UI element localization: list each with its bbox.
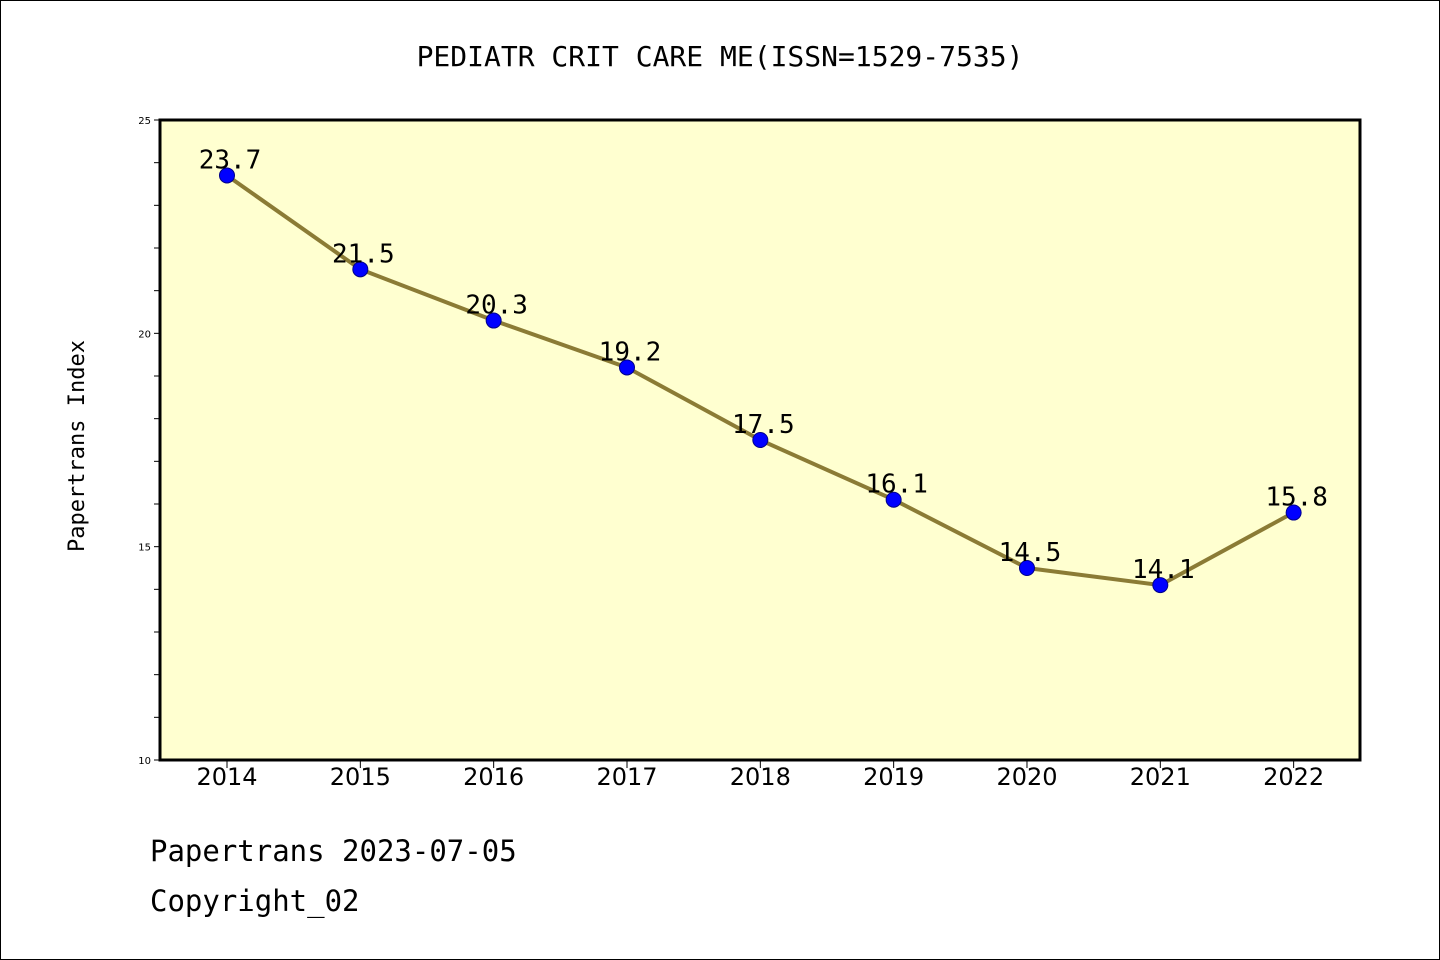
data-point	[752, 432, 769, 448]
x-tick-label: 2020	[996, 763, 1057, 791]
x-tick-label: 2015	[330, 763, 391, 791]
data-point	[1152, 577, 1169, 594]
footer-copyright: Copyright_02	[150, 884, 360, 918]
y-axis-ticks: 10 15 20 25	[138, 116, 160, 767]
data-point	[352, 261, 369, 278]
x-tick-label: 2018	[730, 763, 791, 791]
y-tick-label: 15	[138, 543, 151, 554]
data-point	[219, 167, 235, 184]
x-axis-ticks: 2014 2015 2016 2017 2018 2019 2020 2021 2022	[196, 760, 1324, 791]
data-point	[618, 359, 635, 376]
data-label: 20.3	[465, 291, 528, 321]
y-tick-label: 20	[138, 329, 151, 340]
data-point	[1285, 504, 1302, 521]
y-axis-label: Papertrans Index	[65, 340, 90, 552]
y-tick-label: 10	[138, 756, 151, 767]
data-label: 23.7	[199, 145, 262, 175]
data-label: 19.2	[599, 337, 662, 367]
x-tick-label: 2017	[596, 763, 657, 791]
x-tick-label: 2022	[1263, 763, 1324, 791]
data-label: 14.5	[999, 538, 1062, 568]
data-point	[1018, 560, 1035, 576]
data-markers	[219, 167, 1302, 594]
x-tick-label: 2016	[463, 763, 524, 791]
data-label: 17.5	[732, 410, 795, 440]
footer-date: Papertrans 2023-07-05	[150, 834, 517, 868]
x-tick-label: 2019	[863, 763, 924, 791]
data-label: 16.1	[865, 470, 928, 500]
x-tick-label: 2021	[1130, 763, 1191, 791]
y-tick-label: 25	[138, 116, 151, 127]
data-labels: 23.7 21.5 20.3 19.2 17.5 16.1 14.5 14.1 15.8	[199, 145, 1328, 585]
data-label: 14.1	[1132, 555, 1195, 585]
x-tick-label: 2014	[196, 763, 257, 791]
data-label: 15.8	[1265, 483, 1328, 513]
data-point	[485, 312, 502, 329]
chart-title: PEDIATR CRIT CARE ME(ISSN=1529-7535)	[417, 40, 1024, 73]
data-point	[885, 491, 902, 508]
data-label: 21.5	[332, 239, 395, 269]
